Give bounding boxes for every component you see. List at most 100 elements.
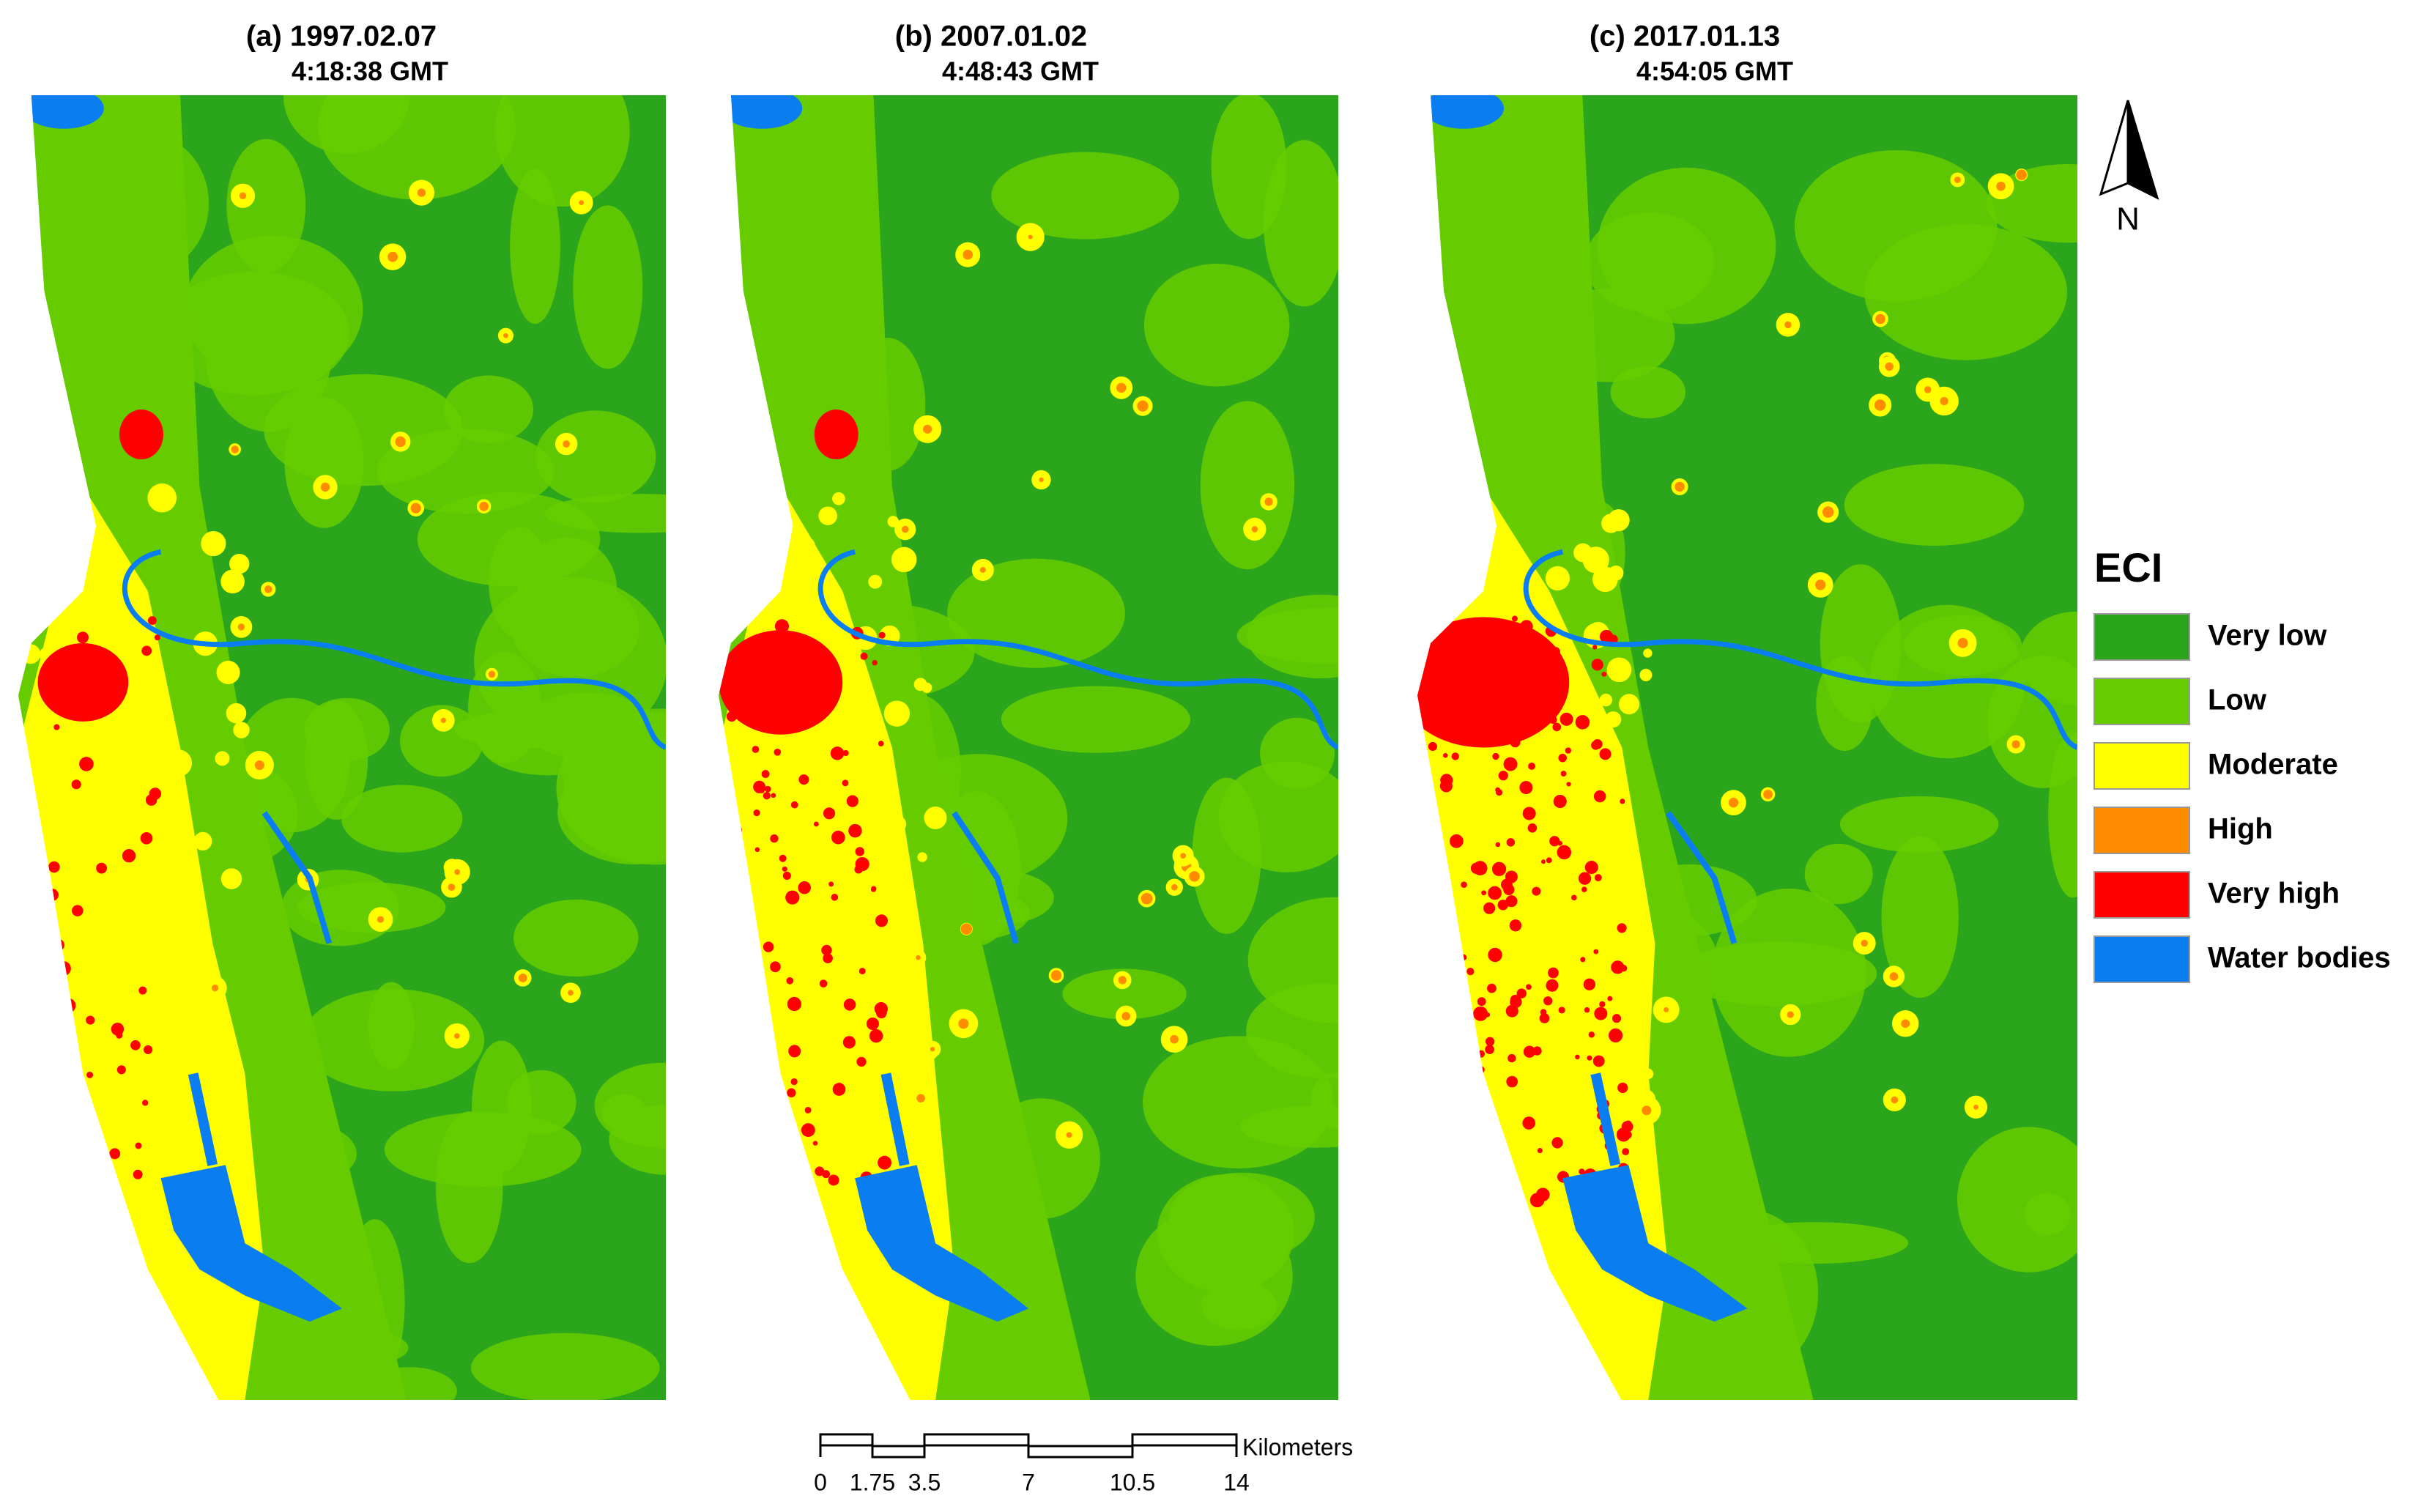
high-core (930, 1046, 935, 1052)
very-high-spot (752, 746, 760, 753)
high-core (960, 923, 973, 935)
city-core (37, 643, 129, 722)
very-high-spot (72, 905, 84, 916)
moderate-spot (218, 1034, 231, 1047)
high-core (1784, 321, 1792, 329)
very-high-spot (48, 861, 60, 873)
moderate-spot (820, 785, 841, 806)
scale-unit: Kilometers (1242, 1434, 1353, 1460)
high-core (1664, 1007, 1669, 1012)
legend-label: Very high (2208, 878, 2340, 910)
low-patch (1794, 150, 1998, 302)
high-core (916, 955, 921, 960)
moderate-spot (1601, 514, 1621, 533)
very-high-spot (831, 830, 845, 845)
moderate-spot (1604, 826, 1615, 837)
very-high-spot (774, 619, 790, 634)
low-patch (1246, 983, 1338, 1078)
very-high-spot (801, 1123, 815, 1137)
very-high-spot (1519, 781, 1533, 795)
very-high-spot (856, 1056, 867, 1067)
very-high-spot (788, 1045, 801, 1058)
moderate-spot (119, 964, 132, 977)
very-high-spot (785, 890, 800, 905)
sea (18, 95, 219, 1400)
high-core (518, 973, 527, 982)
low-patch (601, 1094, 647, 1132)
high-core (1642, 1105, 1652, 1116)
very-high-spot (1558, 1007, 1565, 1014)
moderate-spot (220, 569, 245, 594)
very-high-spot (1546, 857, 1552, 864)
very-high-spot (138, 986, 147, 995)
very-high-spot (758, 788, 765, 793)
moderate-spot (1545, 566, 1570, 591)
high-core (1861, 939, 1868, 947)
very-high-spot (1505, 870, 1518, 883)
high-core (568, 990, 574, 996)
moderate-spot (1639, 668, 1653, 681)
moderate-spot (823, 1050, 844, 1072)
moderate-spot (207, 1301, 218, 1311)
very-high-spot (1488, 886, 1502, 900)
very-high-spot (1503, 883, 1515, 896)
very-high-spot (1539, 1013, 1550, 1023)
high-core (1889, 972, 1899, 981)
moderate-spot (233, 722, 250, 738)
moderate-spot (782, 594, 798, 609)
very-high-spot (1560, 771, 1567, 777)
high-core (2016, 169, 2027, 180)
very-high-spot (1584, 861, 1598, 875)
very-high-spot (1557, 845, 1572, 860)
low-patch (1135, 1207, 1293, 1346)
panel-time: 4:48:43 GMT (942, 56, 1099, 86)
very-high-spot (1481, 890, 1487, 896)
north-arrow: N (2099, 100, 2159, 237)
moderate-spot (900, 976, 916, 993)
very-high-spot (1558, 753, 1567, 763)
moderate-spot (917, 852, 927, 862)
moderate-spot (868, 1130, 897, 1158)
panel-title: (c) 2017.01.13 (1590, 21, 1780, 53)
very-high-spot (828, 881, 834, 887)
lagoon (160, 1165, 342, 1322)
very-high-spot (787, 996, 801, 1012)
moderate-spot (163, 1084, 178, 1100)
very-high-spot (1548, 967, 1559, 979)
high-core (916, 1094, 925, 1103)
very-high-spot (1612, 1014, 1622, 1023)
very-high-spot (1532, 886, 1541, 896)
scale-segment (819, 1433, 874, 1447)
low-patch (158, 271, 350, 396)
moderate-spot (1513, 604, 1532, 623)
very-high-spot (71, 779, 81, 790)
scale-segment (871, 1445, 926, 1459)
very-high-spot (147, 616, 157, 625)
very-high-spot (1498, 771, 1508, 781)
water-lake (1423, 95, 1505, 129)
very-high-spot (86, 1071, 94, 1078)
very-high-spot (1551, 1137, 1563, 1149)
sea (1417, 95, 1622, 1400)
very-high-spot (1506, 838, 1516, 847)
low-patch (495, 95, 630, 207)
very-high-spot (1509, 919, 1522, 932)
very-high-spot (770, 834, 779, 843)
very-high-spot (1580, 957, 1586, 963)
very-high-spot (798, 881, 811, 894)
very-high-spot (1591, 659, 1603, 671)
very-high-spot (828, 1174, 839, 1186)
moderate-spot (1578, 1292, 1590, 1304)
very-high-spot (770, 961, 781, 973)
low-patch (1712, 889, 1866, 1057)
low-patch (1844, 464, 2025, 546)
high-core (1264, 497, 1273, 506)
very-high-spot (1565, 747, 1571, 754)
lagoon (855, 1165, 1028, 1322)
very-high-spot (878, 1155, 891, 1170)
low-patch (517, 537, 618, 641)
very-high-spot (1505, 895, 1518, 908)
moderate-spot (832, 492, 845, 505)
moderate-spot (1518, 793, 1534, 808)
